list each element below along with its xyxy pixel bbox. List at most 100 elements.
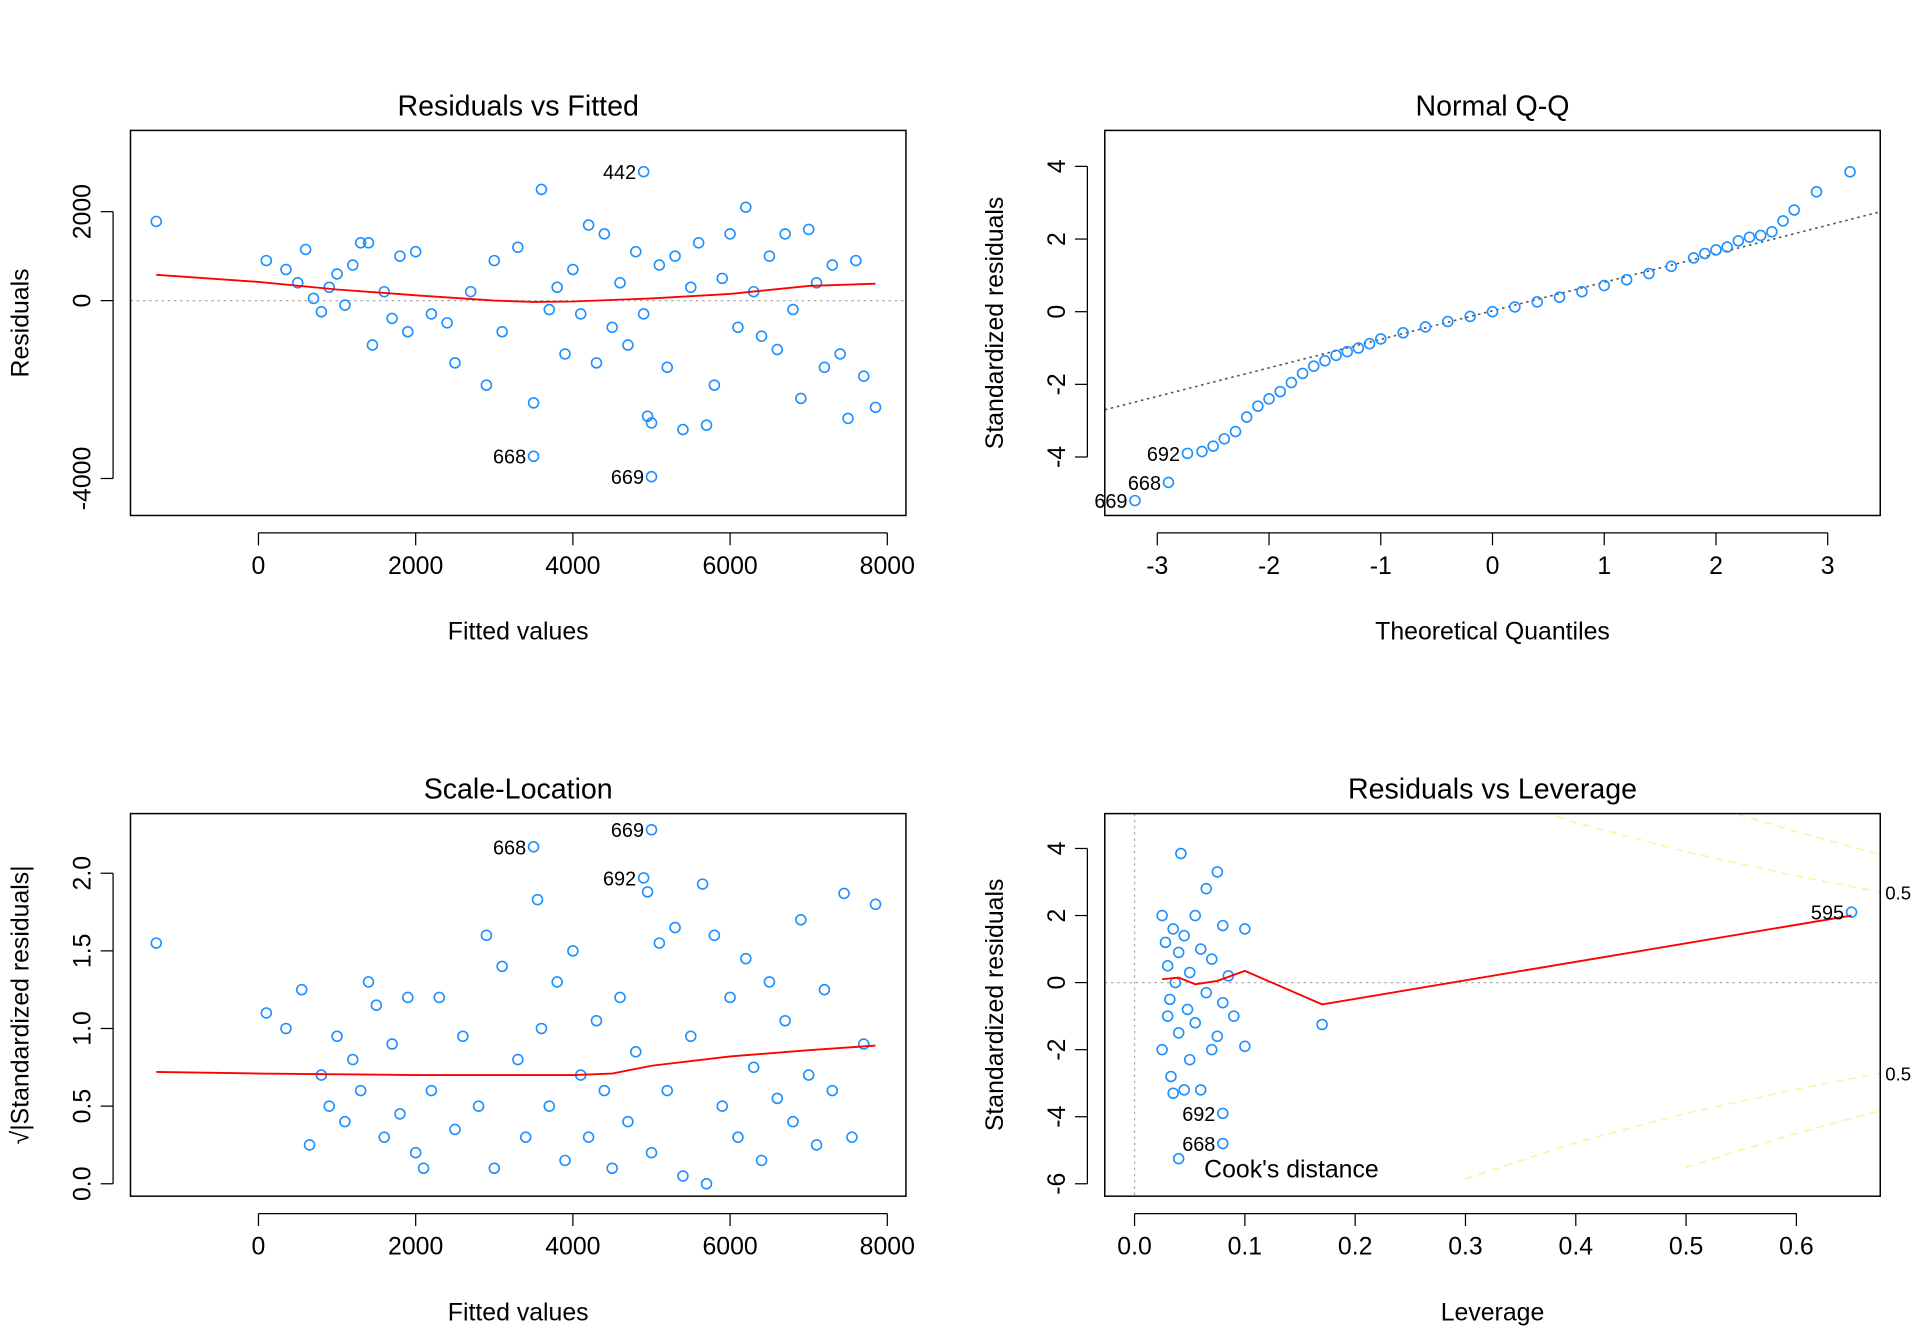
y-tick-label: -4 [1044,446,1071,468]
point [1509,301,1521,313]
point [1620,273,1633,286]
point [378,1131,391,1143]
x-tick-label: 2000 [388,553,443,580]
point [1164,993,1176,1006]
point [1167,923,1179,935]
point [1194,1084,1207,1096]
point [1156,909,1168,922]
point [645,417,658,429]
reference-line [1104,211,1881,411]
point [771,343,784,356]
point [488,254,501,267]
point [480,929,493,942]
point [1330,349,1342,362]
point [402,325,414,338]
point [1341,345,1354,358]
point [1766,226,1778,238]
x-axis-label: Theoretical Quantiles [1375,619,1610,646]
point [598,228,611,240]
point [1319,354,1331,367]
point [629,1046,642,1058]
point [512,241,524,254]
labeled-point [1162,476,1175,489]
point [551,281,563,294]
point [370,999,383,1011]
point-label: 692 [1147,444,1180,466]
point-label: 669 [1094,491,1127,513]
point [394,250,406,262]
panel: Scale-Location Fitted values √|Standardize… [8,774,915,1327]
point [331,1030,343,1043]
point-label: 668 [493,447,526,469]
point [417,1162,430,1175]
point [295,983,308,996]
point [307,292,320,305]
smooth-line [1162,914,1852,1006]
point [1181,1003,1194,1016]
point [1397,326,1409,339]
x-tick-label: 0 [1486,553,1500,580]
point [366,339,379,351]
x-tick-label: 4000 [545,1234,600,1261]
x-tick-label: -2 [1258,553,1280,580]
point [567,263,579,276]
point [1167,1087,1179,1100]
chart-title: Normal Q-Q [1416,91,1570,123]
point [857,1038,870,1050]
plot-frame [1104,812,1881,1197]
y-tick-label: -6 [1044,1173,1071,1195]
point [1239,923,1251,935]
point [1205,953,1218,965]
point [559,348,571,360]
y-axis-label: √|Standardized residuals| [8,865,35,1144]
point [260,1007,273,1019]
point [857,370,870,382]
x-axis-label: Leverage [1441,1299,1545,1326]
point [795,914,807,926]
point [1159,936,1172,949]
y-tick-label: 2000 [70,184,97,239]
point [1754,229,1767,242]
x-tick-label: 0.5 [1669,1234,1704,1261]
point [1172,1027,1185,1039]
point [559,1154,571,1167]
x-tick-label: 4000 [545,553,600,580]
point [1200,882,1213,895]
point [378,285,391,298]
x-tick-label: 0.6 [1779,1234,1814,1261]
labeled-point [1181,447,1194,460]
point [802,1069,815,1081]
point [685,281,697,294]
chart-title: Residuals vs Leverage [1348,774,1637,806]
point [280,1022,292,1035]
point [1172,1152,1185,1165]
point-label: 669 [611,820,644,842]
point [740,952,752,965]
point [669,250,681,262]
point [1374,333,1387,345]
point [700,419,713,431]
point [622,339,634,351]
point [677,1170,689,1182]
chart-title: Scale-Location [424,774,613,806]
point [1240,411,1253,423]
point [708,929,721,942]
point [409,1146,422,1159]
point [1228,1010,1240,1022]
point [1239,1040,1251,1053]
point [441,317,453,329]
plot-frame [1104,129,1881,517]
point [771,1092,784,1105]
x-tick-label: 6000 [702,553,757,580]
x-tick-label: 3 [1821,553,1835,580]
panel: Normal Q-Q Theoretical Quantiles Standardi… [982,91,1881,646]
labeled-point [645,470,658,483]
y-tick-label: 2 [1044,909,1071,923]
x-tick-label: 6000 [702,1234,757,1261]
point [339,1115,351,1128]
point [732,1131,744,1143]
point [716,1100,729,1112]
point [1200,986,1213,999]
point [543,303,556,316]
point [1229,425,1242,438]
